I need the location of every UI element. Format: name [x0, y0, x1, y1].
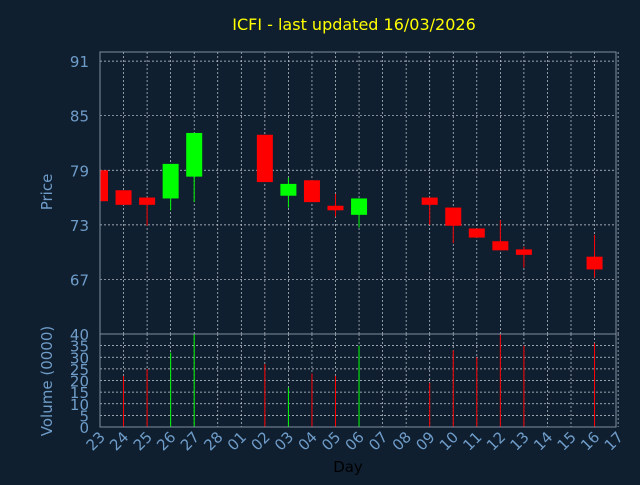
- day-tick-label: 26: [153, 428, 179, 454]
- day-tick-label: 28: [200, 428, 226, 454]
- volume-axis-label: Volume (0000): [38, 326, 56, 436]
- candle-body: [256, 134, 273, 183]
- day-tick-label: 11: [459, 428, 485, 454]
- candle-body: [115, 190, 132, 205]
- day-tick-label: 16: [577, 428, 603, 454]
- day-tick-labels: 2324252627280102030405060708091011121314…: [83, 428, 627, 454]
- day-tick-label: 09: [412, 428, 438, 454]
- candle-body: [351, 198, 368, 215]
- price-tick-labels: 91 85 79 73 67: [70, 53, 89, 289]
- price-tick-label: 67: [70, 271, 89, 289]
- candle-body: [492, 241, 509, 251]
- price-tick-label: 91: [70, 53, 89, 71]
- day-tick-label: 12: [483, 428, 509, 454]
- price-tick-label: 85: [70, 108, 89, 126]
- candle-body: [162, 163, 179, 199]
- volume-tick-label: 35: [70, 338, 89, 356]
- price-tick-label: 73: [70, 217, 89, 235]
- day-tick-label: 01: [224, 428, 250, 454]
- volume-tick-label: 15: [70, 384, 89, 402]
- day-tick-label: 07: [365, 428, 391, 454]
- day-tick-label: 05: [318, 428, 344, 454]
- day-tick-label: 08: [389, 428, 415, 454]
- candle-body: [100, 170, 108, 202]
- volume-tick-label: 10: [70, 396, 89, 414]
- day-tick-label: 25: [130, 428, 156, 454]
- day-tick-label: 14: [530, 428, 556, 454]
- day-tick-label: 24: [106, 428, 132, 454]
- candle-body: [139, 197, 156, 205]
- candle-body: [445, 207, 462, 226]
- volume-plot-frame: [99, 333, 617, 428]
- x-axis-label: Day: [333, 458, 363, 476]
- day-tick-label: 04: [295, 428, 321, 454]
- volume-tick-label: 0: [79, 419, 89, 437]
- candle-body: [421, 197, 438, 205]
- plot-frames: [99, 51, 617, 428]
- day-tick-label: 10: [436, 428, 462, 454]
- day-tick-label: 03: [271, 428, 297, 454]
- volume-tick-label: 20: [70, 373, 89, 391]
- volume-tick-label: 30: [70, 349, 89, 367]
- price-axis-label: Price: [38, 174, 56, 211]
- day-tick-label: 13: [506, 428, 532, 454]
- candle-body: [280, 183, 297, 196]
- day-tick-label: 17: [601, 428, 627, 454]
- day-tick-label: 27: [177, 428, 203, 454]
- candlestick-series: [99, 132, 603, 278]
- candle-body: [327, 205, 344, 211]
- volume-tick-label: 40: [70, 326, 89, 344]
- candle-body: [515, 249, 532, 255]
- candle-body: [468, 228, 485, 238]
- volume-tick-label: 25: [70, 361, 89, 379]
- day-tick-label: 06: [342, 428, 368, 454]
- candle-body: [186, 132, 203, 177]
- candle-body: [586, 256, 603, 270]
- day-tick-label: 15: [554, 428, 580, 454]
- price-tick-label: 79: [70, 162, 89, 180]
- volume-tick-label: 5: [79, 407, 89, 425]
- chart-title: ICFI - last updated 16/03/2026: [232, 15, 476, 34]
- candle-body: [303, 180, 320, 203]
- day-tick-label: 02: [247, 428, 273, 454]
